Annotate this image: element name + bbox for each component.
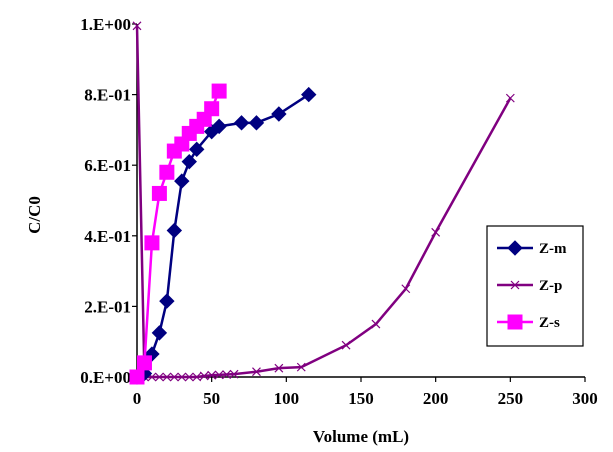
y-axis-title: C/C0 bbox=[25, 196, 44, 234]
legend-item-z-s: Z-s bbox=[497, 314, 560, 331]
data-point-z-s bbox=[159, 164, 175, 180]
y-tick-label: 2.E-01 bbox=[84, 297, 131, 316]
data-point-z-p bbox=[132, 21, 142, 31]
x-tick-label: 150 bbox=[348, 389, 374, 408]
data-point-z-s bbox=[136, 355, 152, 371]
data-point-z-m bbox=[189, 141, 205, 158]
data-point-z-m bbox=[211, 118, 227, 135]
data-point-z-p bbox=[214, 370, 224, 380]
y-tick-label: 4.E-01 bbox=[84, 227, 131, 246]
data-point-z-p bbox=[401, 284, 411, 294]
y-tick-label: 8.E-01 bbox=[84, 86, 131, 105]
data-point-z-s bbox=[129, 369, 145, 385]
data-point-z-m bbox=[181, 153, 197, 170]
axes: 0 50 100 150 200 250 300 0.E+00 2.E-01 4.E-01 6.E-… bbox=[80, 15, 598, 408]
data-point-z-p bbox=[505, 93, 515, 103]
series-z-p bbox=[132, 21, 515, 382]
data-point-z-m bbox=[248, 115, 265, 131]
x-tick-label: 250 bbox=[498, 389, 524, 408]
series-line-z-p bbox=[135, 25, 512, 379]
x-tick-label: 0 bbox=[133, 389, 142, 408]
x-tick-label: 300 bbox=[572, 389, 598, 408]
data-point-z-m bbox=[301, 86, 317, 103]
data-point-z-p bbox=[162, 372, 172, 382]
data-point-z-p bbox=[199, 371, 209, 381]
data-point-z-p bbox=[207, 370, 217, 380]
legend-label: Z-m bbox=[539, 241, 567, 257]
data-point-z-m bbox=[166, 222, 183, 239]
x-axis-title: Volume (mL) bbox=[313, 427, 409, 446]
legend-swatch-marker bbox=[507, 240, 523, 256]
data-point-z-p bbox=[341, 340, 351, 350]
data-point-z-s bbox=[144, 235, 160, 251]
data-point-z-p bbox=[222, 370, 232, 379]
y-tick-label: 1.E+00 bbox=[80, 15, 131, 34]
data-point-z-s bbox=[204, 101, 220, 117]
legend-swatch-marker bbox=[507, 314, 523, 330]
x-tick-label: 50 bbox=[203, 389, 220, 408]
x-tick-label: 100 bbox=[274, 389, 300, 408]
data-point-z-p bbox=[371, 319, 381, 329]
legend-label: Z-s bbox=[539, 315, 560, 331]
data-point-z-p bbox=[177, 372, 187, 382]
data-point-z-m bbox=[159, 293, 175, 309]
data-point-z-m bbox=[151, 325, 168, 341]
data-point-z-s bbox=[211, 83, 227, 99]
x-tick-label: 200 bbox=[423, 389, 449, 408]
data-point-z-m bbox=[271, 106, 287, 122]
data-point-z-p bbox=[154, 372, 164, 382]
data-point-z-p bbox=[169, 372, 179, 382]
data-point-z-p bbox=[192, 372, 202, 382]
legend-item-z-m: Z-m bbox=[497, 240, 567, 257]
y-tick-label: 6.E-01 bbox=[84, 156, 131, 175]
data-point-z-p bbox=[184, 372, 194, 382]
data-point-z-p bbox=[431, 227, 441, 237]
legend-label: Z-p bbox=[539, 278, 562, 294]
legend-swatch-marker bbox=[510, 280, 520, 290]
data-point-z-m bbox=[233, 115, 250, 131]
data-point-z-p bbox=[296, 362, 306, 372]
data-point-z-p bbox=[274, 363, 284, 373]
data-point-z-s bbox=[151, 185, 167, 201]
data-point-z-p bbox=[252, 367, 261, 377]
data-point-z-m bbox=[174, 173, 190, 189]
series-z-s bbox=[129, 83, 227, 385]
legend-item-z-p: Z-p bbox=[497, 278, 562, 294]
series-layer bbox=[129, 21, 515, 385]
data-point-z-p bbox=[229, 369, 239, 379]
legend: Z-m Z-p Z-s bbox=[486, 225, 584, 347]
y-tick-label: 0.E+00 bbox=[80, 368, 131, 387]
